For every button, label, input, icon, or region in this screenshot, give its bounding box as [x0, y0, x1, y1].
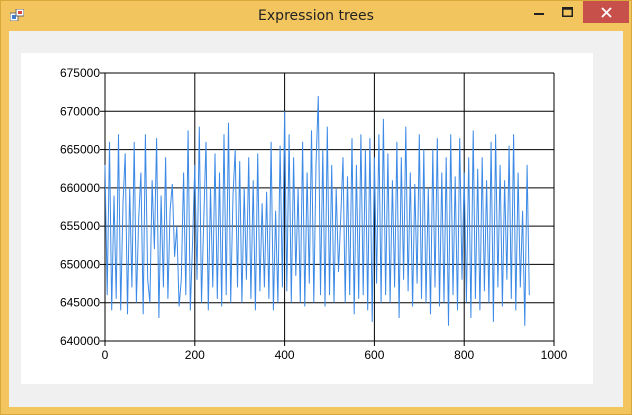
data-series-line	[104, 95, 530, 326]
y-tick-label: 660000	[60, 181, 100, 195]
x-tick-label: 400	[275, 348, 295, 362]
close-icon	[600, 6, 612, 18]
maximize-button[interactable]	[553, 1, 581, 23]
x-tick-label: 200	[185, 348, 205, 362]
window-title: Expression trees	[258, 8, 374, 24]
x-tick-label: 800	[454, 348, 474, 362]
x-tick-label: 600	[364, 348, 384, 362]
y-tick-label: 640000	[60, 334, 100, 348]
maximize-icon	[561, 7, 573, 17]
x-tick-label: 1000	[541, 348, 568, 362]
x-tick-label: 0	[102, 348, 109, 362]
title-bar[interactable]: Expression trees	[1, 1, 631, 31]
client-area: 0 200 400 600 800 1000 640000 645000 650000 65500…	[9, 31, 623, 407]
app-icon	[10, 9, 24, 21]
line-chart: 0 200 400 600 800 1000 640000 645000 650000 65500…	[60, 66, 568, 362]
y-tick-label: 670000	[60, 104, 100, 118]
y-tick-label: 665000	[60, 143, 100, 157]
y-tick-label: 645000	[60, 296, 100, 310]
minimize-icon	[534, 13, 544, 15]
y-tick-label: 650000	[60, 257, 100, 271]
y-tick-label: 655000	[60, 219, 100, 233]
chart-panel: 0 200 400 600 800 1000 640000 645000 650000 65500…	[21, 53, 593, 384]
y-tick-label: 675000	[60, 66, 100, 80]
close-button[interactable]	[583, 1, 629, 23]
minimize-button[interactable]	[525, 1, 553, 23]
